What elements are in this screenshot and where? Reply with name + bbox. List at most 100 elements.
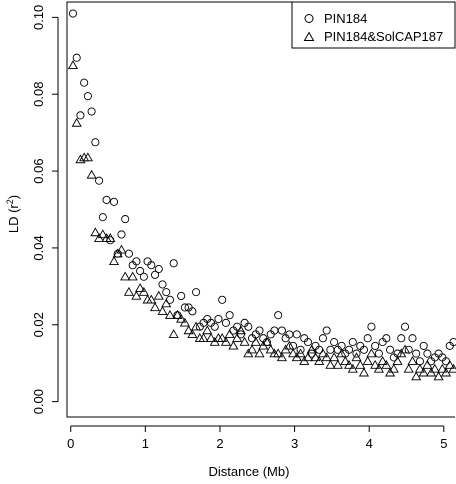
data-point-circle	[419, 341, 428, 350]
data-point-triangle	[429, 363, 440, 373]
data-point-triangle	[191, 321, 202, 331]
data-point-circle	[322, 326, 331, 335]
data-point-triangle	[358, 367, 370, 377]
data-point-triangle	[164, 309, 176, 319]
series-pin184	[68, 9, 456, 366]
data-point-triangle	[198, 333, 209, 342]
data-point-circle	[121, 215, 130, 224]
data-point-triangle	[172, 309, 183, 319]
data-point-triangle	[440, 367, 452, 377]
data-point-circle	[225, 311, 234, 320]
data-point-triangle	[302, 352, 314, 362]
data-point-triangle	[288, 348, 299, 358]
legend-triangle-marker	[303, 31, 315, 41]
data-point-triangle	[146, 294, 157, 304]
y-tick-label: 0.04	[31, 235, 46, 260]
data-point-triangle	[284, 340, 295, 350]
data-point-circle	[292, 330, 301, 339]
data-point-triangle	[321, 352, 332, 362]
data-points	[67, 9, 456, 381]
data-point-triangle	[306, 344, 317, 354]
data-point-circle	[449, 338, 456, 347]
data-point-circle	[136, 266, 145, 276]
data-point-circle	[382, 334, 391, 343]
data-point-triangle	[176, 313, 187, 323]
data-point-circle	[76, 111, 85, 120]
data-point-triangle	[329, 352, 340, 362]
data-point-triangle	[205, 333, 217, 342]
data-point-circle	[95, 176, 104, 185]
data-point-triangle	[179, 317, 190, 327]
data-point-circle	[83, 92, 92, 101]
x-tick-label: 1	[142, 436, 149, 451]
data-point-circle	[102, 195, 111, 204]
data-point-circle	[255, 326, 264, 335]
data-point-triangle	[314, 356, 325, 365]
data-point-circle	[412, 349, 421, 358]
data-point-triangle	[135, 283, 146, 292]
data-point-triangle	[388, 363, 399, 373]
legend-label-pin184: PIN184	[324, 11, 367, 26]
data-point-circle	[188, 307, 197, 316]
data-point-circle	[150, 270, 160, 279]
data-point-triangle	[273, 348, 284, 358]
y-axis-title-main: LD (r	[6, 204, 21, 234]
data-point-triangle	[120, 271, 131, 281]
data-point-circle	[158, 280, 167, 289]
data-point-triangle	[217, 333, 228, 342]
y-axis: 0.00 0.02 0.04 0.06 0.08 0.10	[31, 5, 59, 414]
plot-area	[66, 1, 455, 418]
y-axis-title-sup: 2	[5, 199, 15, 204]
data-point-circle	[68, 9, 78, 18]
data-point-circle	[359, 345, 369, 354]
data-point-circle	[397, 334, 406, 343]
data-point-triangle	[246, 344, 258, 354]
data-point-circle	[277, 326, 286, 335]
data-point-triangle	[153, 290, 164, 300]
data-point-triangle	[399, 344, 411, 354]
data-point-triangle	[220, 336, 232, 346]
data-point-circle	[147, 261, 156, 270]
legend-circle-marker	[304, 14, 314, 23]
data-point-circle	[72, 53, 81, 62]
data-point-triangle	[254, 348, 265, 358]
data-point-triangle	[105, 233, 116, 242]
data-point-triangle	[437, 363, 448, 373]
data-point-triangle	[82, 152, 93, 162]
data-point-triangle	[310, 352, 321, 362]
data-point-triangle	[123, 286, 135, 296]
data-point-triangle	[261, 336, 273, 346]
x-tick-label: 0	[67, 436, 74, 451]
data-point-triangle	[422, 359, 433, 369]
data-point-triangle	[351, 352, 362, 362]
data-point-triangle	[161, 298, 172, 308]
data-point-circle	[139, 272, 148, 281]
data-point-circle	[363, 334, 372, 343]
data-point-circle	[218, 295, 227, 304]
data-point-triangle	[265, 344, 276, 354]
data-point-triangle	[377, 356, 388, 365]
data-point-triangle	[116, 244, 127, 254]
x-axis-title: Distance (Mb)	[209, 464, 290, 479]
data-point-triangle	[228, 340, 239, 350]
data-point-circle	[296, 345, 305, 354]
data-point-circle	[330, 338, 339, 347]
legend: PIN184 PIN184&SolCAP187	[291, 1, 456, 49]
y-tick-label: 0.08	[31, 82, 46, 107]
data-point-circle	[210, 322, 219, 331]
data-point-triangle	[75, 154, 86, 164]
data-point-triangle	[138, 286, 149, 296]
x-tick-label: 3	[291, 436, 298, 451]
data-point-triangle	[71, 117, 82, 127]
data-point-triangle	[108, 256, 120, 266]
data-point-circle	[87, 107, 96, 116]
data-point-circle	[244, 322, 253, 331]
data-point-circle	[117, 230, 126, 239]
data-point-triangle	[343, 359, 355, 369]
data-point-circle	[98, 213, 107, 222]
y-tick-label: 0.00	[31, 389, 46, 414]
legend-box	[291, 1, 456, 49]
data-point-circle	[180, 303, 189, 312]
data-point-triangle	[370, 359, 381, 369]
